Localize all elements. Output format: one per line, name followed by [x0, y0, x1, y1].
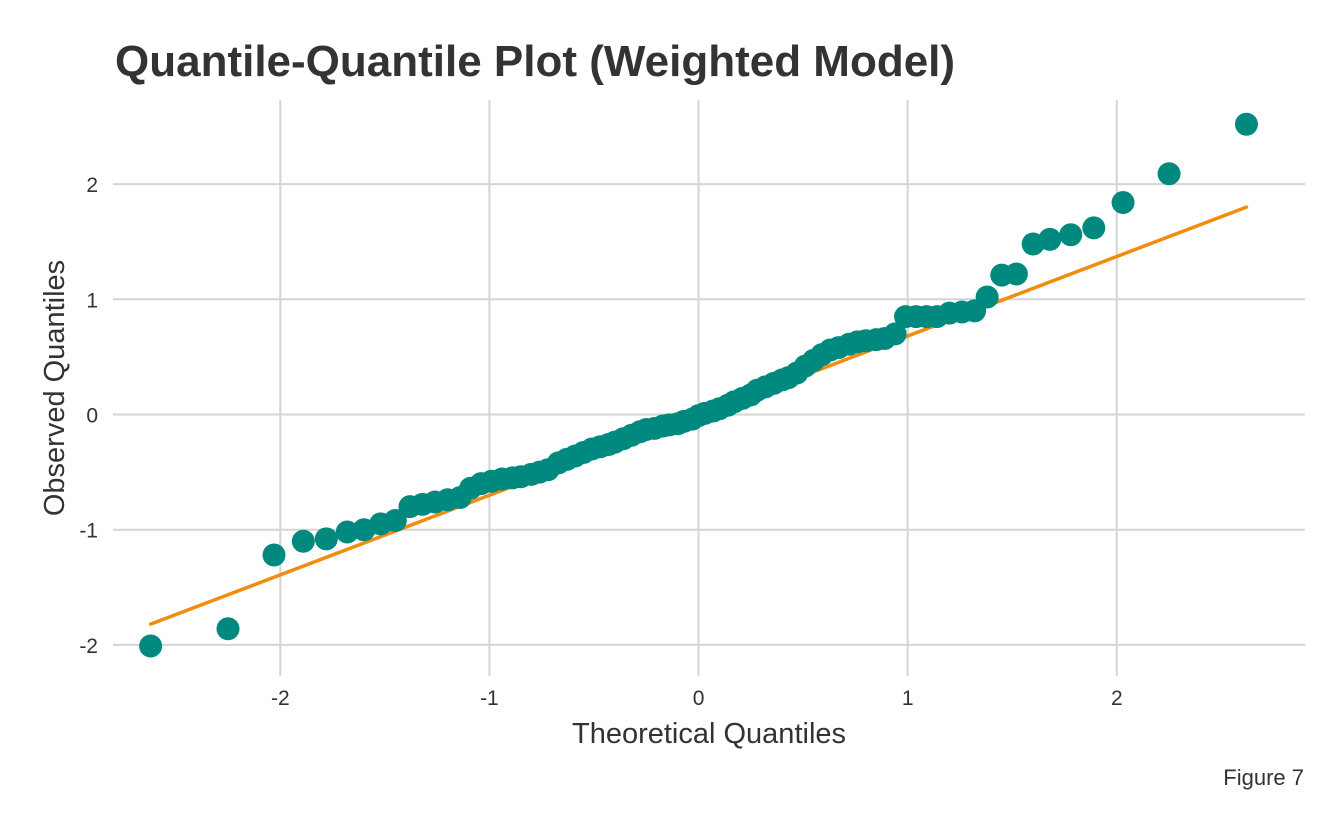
data-point: [335, 520, 359, 544]
data-point: [262, 543, 286, 567]
data-point: [314, 527, 338, 551]
data-point: [216, 617, 240, 641]
data-points: [139, 112, 1258, 658]
data-point: [883, 322, 907, 346]
data-point: [1111, 191, 1135, 215]
grid-lines: [113, 100, 1305, 676]
x-tick-label: 2: [1111, 687, 1123, 710]
tick-labels: -2 -1 0 1 2 -2 -1 0 1 2: [79, 174, 1122, 710]
chart-title: Quantile-Quantile Plot (Weighted Model): [115, 37, 955, 86]
y-tick-label: 0: [86, 404, 98, 427]
figure-caption: Figure 7: [1223, 765, 1304, 790]
data-point: [139, 634, 163, 658]
x-tick-label: -1: [480, 687, 499, 710]
x-tick-label: 1: [902, 687, 914, 710]
data-point: [975, 285, 999, 309]
x-axis-label: Theoretical Quantiles: [572, 718, 846, 750]
y-tick-label: 2: [86, 174, 98, 197]
data-point: [1038, 227, 1062, 251]
data-point: [383, 508, 407, 532]
data-point: [1234, 112, 1258, 136]
y-tick-label: -1: [79, 520, 98, 543]
data-point: [291, 529, 315, 553]
y-axis-label: Observed Quantiles: [39, 260, 71, 516]
data-point: [1059, 223, 1083, 247]
data-point: [1082, 216, 1106, 240]
y-tick-label: -2: [79, 635, 98, 658]
data-point: [1004, 262, 1028, 286]
x-tick-label: -2: [271, 687, 290, 710]
x-tick-label: 0: [693, 687, 705, 710]
y-tick-label: 1: [86, 289, 98, 312]
data-point: [1157, 162, 1181, 186]
